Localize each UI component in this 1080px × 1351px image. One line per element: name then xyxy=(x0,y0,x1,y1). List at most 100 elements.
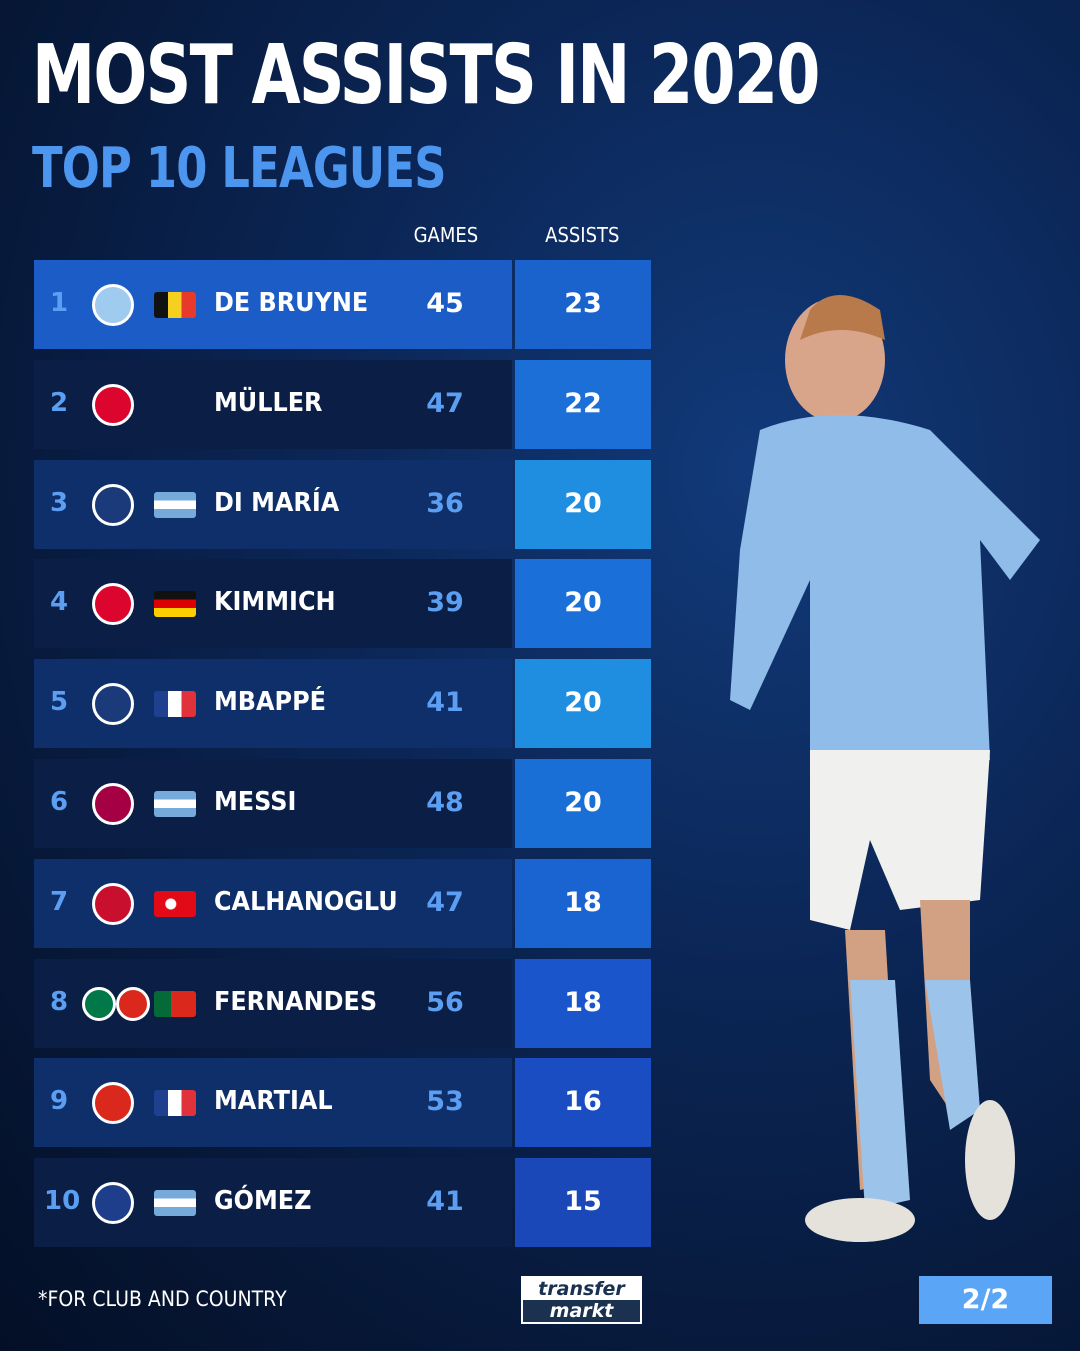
rank: 1 xyxy=(49,288,69,318)
page-subtitle: TOP 10 LEAGUES xyxy=(32,136,446,201)
assists-cell: 15 xyxy=(515,1158,651,1248)
france-flag-icon xyxy=(154,1090,196,1117)
player-name: MBAPPÉ xyxy=(214,687,326,718)
assists-value: 18 xyxy=(564,986,602,1018)
games-value: 45 xyxy=(426,288,464,319)
paris-saint-germain-crest-icon xyxy=(92,483,134,526)
games-value: 47 xyxy=(426,886,464,918)
table-row: 4 KIMMICH 39 20 xyxy=(34,559,651,649)
rank: 10 xyxy=(44,1186,81,1217)
games-value: 39 xyxy=(426,587,464,619)
rank: 3 xyxy=(49,487,69,518)
table-row: 10 GÓMEZ 41 15 xyxy=(34,1158,651,1248)
france-flag-icon xyxy=(154,691,196,718)
table-row: 2 MÜLLER 47 22 xyxy=(34,359,651,449)
page-title: MOST ASSISTS IN 2020 xyxy=(32,28,820,123)
games-value: 41 xyxy=(426,687,464,719)
assists-value: 16 xyxy=(564,1086,602,1118)
row-main-cell: 7 CALHANOGLU 47 xyxy=(34,858,512,948)
assists-cell: 16 xyxy=(515,1058,651,1148)
player-name: KIMMICH xyxy=(214,587,336,618)
argentina-flag-icon xyxy=(154,491,196,518)
assists-cell: 23 xyxy=(515,260,651,349)
sporting-cp-crest-icon xyxy=(82,986,116,1021)
rank: 4 xyxy=(49,587,69,618)
player-name: DI MARÍA xyxy=(214,487,340,518)
bayern-munich-crest-icon xyxy=(92,583,134,626)
footnote: *FOR CLUB AND COUNTRY xyxy=(38,1287,287,1311)
player-name: MÜLLER xyxy=(214,387,323,418)
page-indicator: 2/2 xyxy=(919,1276,1052,1324)
row-main-cell: 4 KIMMICH 39 xyxy=(34,559,512,649)
row-main-cell: 8 FERNANDES 56 xyxy=(34,958,512,1048)
logo-text-top: transfer xyxy=(538,1278,625,1300)
assists-value: 20 xyxy=(564,687,602,719)
table-row: 1 DE BRUYNE 45 23 xyxy=(34,260,651,349)
games-value: 47 xyxy=(426,387,464,419)
portugal-flag-icon xyxy=(154,990,196,1017)
turkey-flag-icon xyxy=(154,890,196,917)
table-row: 7 CALHANOGLU 47 18 xyxy=(34,858,651,948)
table-row: 3 DI MARÍA 36 20 xyxy=(34,459,651,549)
column-header-assists: ASSISTS xyxy=(545,223,620,247)
games-value: 53 xyxy=(426,1086,464,1118)
player-name: DE BRUYNE xyxy=(214,288,369,318)
rank: 8 xyxy=(49,986,69,1017)
argentina-flag-icon xyxy=(154,791,196,817)
games-value: 48 xyxy=(426,787,464,818)
games-value: 36 xyxy=(426,487,464,519)
rank: 5 xyxy=(49,687,69,718)
logo-text-bottom: markt xyxy=(523,1300,640,1322)
assists-value: 15 xyxy=(564,1186,602,1218)
table-row: 5 MBAPPÉ 41 20 xyxy=(34,659,651,749)
row-main-cell: 9 MARTIAL 53 xyxy=(34,1058,512,1148)
assists-value: 20 xyxy=(564,787,602,818)
row-main-cell: 2 MÜLLER 47 xyxy=(34,359,512,449)
rank: 7 xyxy=(49,886,69,917)
table-row: 6 MESSI 48 20 xyxy=(34,759,651,848)
manchester-united-crest-icon xyxy=(92,1082,134,1125)
table-row: 9 MARTIAL 53 16 xyxy=(34,1058,651,1148)
assists-value: 18 xyxy=(564,886,602,918)
table-row: 8 FERNANDES 56 18 xyxy=(34,958,651,1048)
row-main-cell: 10 GÓMEZ 41 xyxy=(34,1158,512,1248)
assists-value: 20 xyxy=(564,587,602,619)
assists-value: 23 xyxy=(564,288,602,319)
player-name: MESSI xyxy=(214,787,297,817)
assists-cell: 20 xyxy=(515,759,651,848)
argentina-flag-icon xyxy=(154,1190,196,1217)
player-name: GÓMEZ xyxy=(214,1186,312,1217)
assists-value: 22 xyxy=(564,387,602,419)
belgium-flag-icon xyxy=(154,292,196,318)
atalanta-crest-icon xyxy=(92,1182,134,1225)
assists-cell: 20 xyxy=(515,659,651,749)
assists-cell: 20 xyxy=(515,559,651,649)
rank: 6 xyxy=(49,787,69,817)
manchester-city-crest-icon xyxy=(92,284,134,326)
row-main-cell: 5 MBAPPÉ 41 xyxy=(34,659,512,749)
assists-cell: 20 xyxy=(515,459,651,549)
player-name: MARTIAL xyxy=(214,1086,333,1117)
fc-barcelona-crest-icon xyxy=(92,783,134,825)
ac-milan-crest-icon xyxy=(92,882,134,925)
germany-flag-icon xyxy=(154,591,196,618)
column-header-games: GAMES xyxy=(413,223,479,247)
paris-saint-germain-crest-icon xyxy=(92,683,134,726)
row-main-cell: 1 DE BRUYNE 45 xyxy=(34,260,512,349)
assists-value: 20 xyxy=(564,487,602,519)
transfermarkt-logo: transfer markt xyxy=(521,1276,642,1324)
player-name: FERNANDES xyxy=(214,986,378,1017)
rank: 9 xyxy=(49,1086,69,1117)
bayern-munich-crest-icon xyxy=(92,383,134,426)
row-main-cell: 3 DI MARÍA 36 xyxy=(34,459,512,549)
player-photo xyxy=(730,295,1040,1242)
rank: 2 xyxy=(49,387,69,418)
assists-cell: 18 xyxy=(515,858,651,948)
manchester-united-crest-icon xyxy=(116,986,150,1021)
games-value: 41 xyxy=(426,1186,464,1218)
games-value: 56 xyxy=(426,986,464,1018)
player-name: CALHANOGLU xyxy=(214,886,398,917)
assists-cell: 18 xyxy=(515,958,651,1048)
assists-cell: 22 xyxy=(515,359,651,449)
row-main-cell: 6 MESSI 48 xyxy=(34,759,512,848)
